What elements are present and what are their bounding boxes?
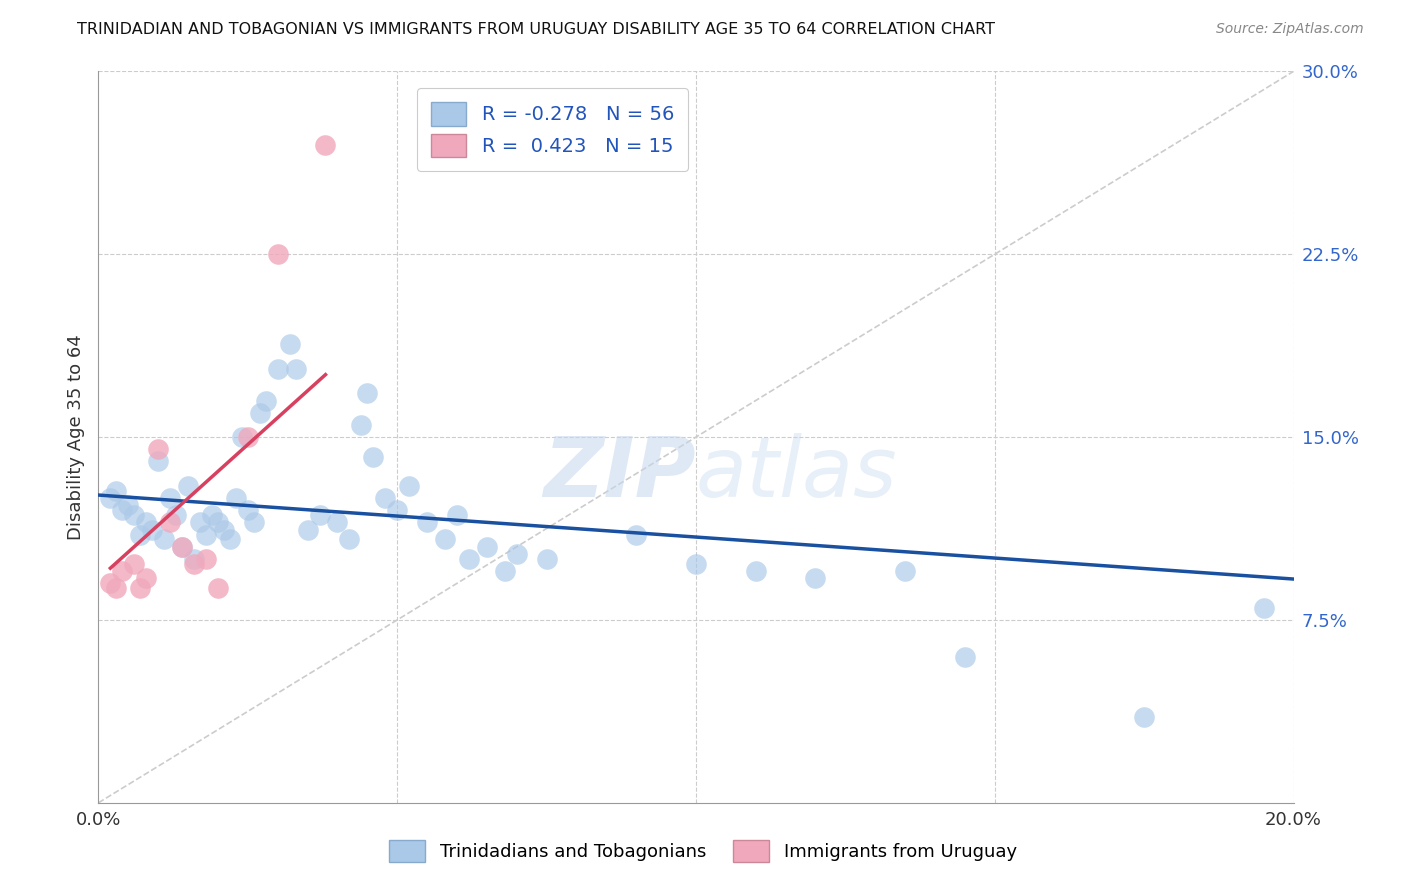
Point [172, 540, 194, 554]
Legend: Trinidadians and Tobagonians, Immigrants from Uruguay: Trinidadians and Tobagonians, Immigrants… [382, 833, 1024, 870]
Point [475, 540, 498, 554]
Point [1253, 600, 1275, 615]
Point [98, 576, 122, 591]
Y-axis label: Disability Age 35 to 64: Disability Age 35 to 64 [66, 334, 84, 540]
Point [315, 137, 337, 152]
Point [207, 516, 229, 530]
Legend: R = -0.278   N = 56, R =  0.423   N = 15: R = -0.278 N = 56, R = 0.423 N = 15 [418, 88, 688, 171]
Point [494, 564, 516, 578]
Text: Source: ZipAtlas.com: Source: ZipAtlas.com [1216, 22, 1364, 37]
Point [385, 503, 409, 517]
Point [105, 483, 128, 498]
Point [267, 361, 290, 376]
Point [135, 516, 157, 530]
Point [745, 564, 768, 578]
Point [804, 572, 827, 586]
Point [894, 564, 917, 578]
Point [434, 533, 457, 547]
Point [219, 533, 242, 547]
Point [195, 527, 218, 541]
Point [363, 450, 385, 464]
Text: TRINIDADIAN AND TOBAGONIAN VS IMMIGRANTS FROM URUGUAY DISABILITY AGE 35 TO 64 CO: TRINIDADIAN AND TOBAGONIAN VS IMMIGRANTS… [77, 22, 995, 37]
Point [165, 508, 187, 522]
Point [188, 516, 211, 530]
Point [117, 499, 139, 513]
Point [446, 508, 468, 522]
Point [177, 479, 200, 493]
Point [243, 516, 266, 530]
Point [129, 527, 152, 541]
Point [339, 533, 361, 547]
Point [685, 557, 707, 571]
Point [105, 581, 128, 595]
Point [536, 552, 558, 566]
Point [129, 581, 152, 595]
Point [172, 540, 194, 554]
Point [207, 581, 229, 595]
Text: ZIP: ZIP [543, 434, 696, 514]
Point [135, 572, 157, 586]
Point [159, 516, 181, 530]
Point [626, 527, 648, 541]
Point [278, 337, 301, 351]
Point [506, 547, 529, 561]
Text: atlas: atlas [696, 434, 897, 514]
Point [195, 552, 218, 566]
Point [254, 393, 277, 408]
Point [212, 523, 235, 537]
Point [148, 454, 170, 468]
Point [236, 430, 259, 444]
Point [267, 247, 290, 261]
Point [159, 491, 181, 505]
Point [356, 386, 378, 401]
Point [111, 503, 134, 517]
Point [225, 491, 247, 505]
Point [284, 361, 307, 376]
Point [350, 417, 373, 432]
Point [201, 508, 224, 522]
Point [124, 557, 146, 571]
Point [141, 523, 163, 537]
Point [183, 557, 205, 571]
Point [249, 406, 271, 420]
Point [236, 503, 259, 517]
Point [124, 508, 146, 522]
Point [148, 442, 170, 457]
Point [308, 508, 330, 522]
Point [398, 479, 420, 493]
Point [183, 552, 205, 566]
Point [326, 516, 349, 530]
Point [416, 516, 439, 530]
Point [953, 649, 976, 664]
Point [297, 523, 319, 537]
Point [111, 564, 134, 578]
Point [231, 430, 253, 444]
Point [458, 552, 481, 566]
Point [1133, 710, 1156, 724]
Point [374, 491, 396, 505]
Point [153, 533, 176, 547]
Point [98, 491, 122, 505]
